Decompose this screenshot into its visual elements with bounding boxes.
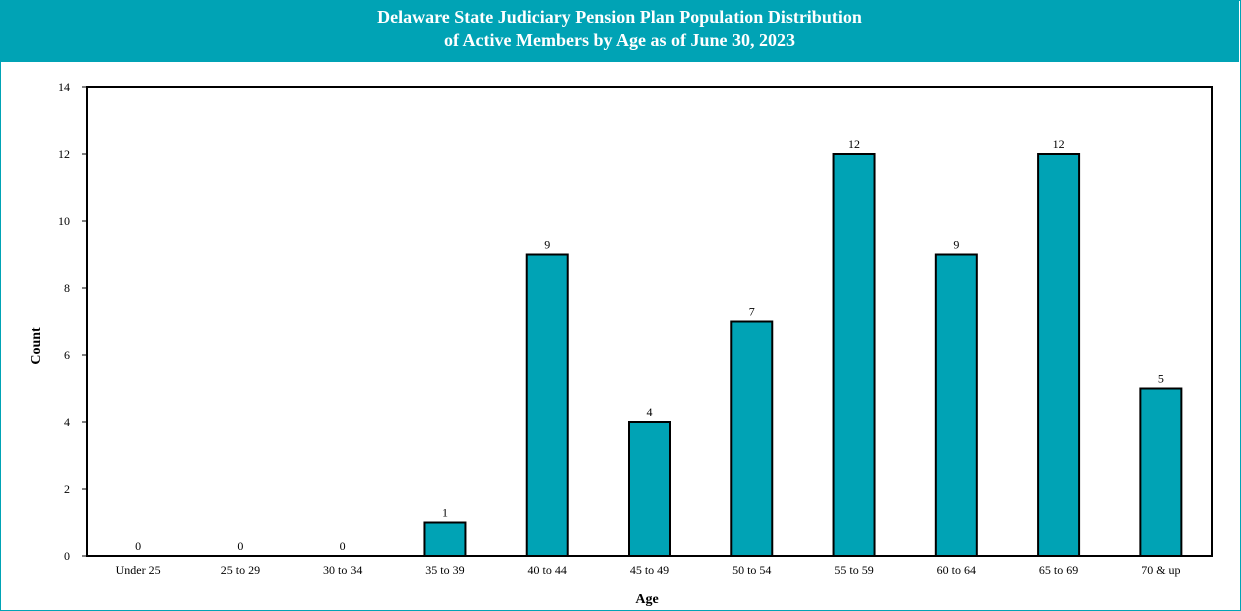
y-tick-label: 12 (58, 147, 70, 161)
y-tick-label: 8 (64, 281, 70, 295)
bar-value-label: 7 (749, 305, 755, 319)
x-tick-label: 65 to 69 (1039, 563, 1078, 577)
y-tick-label: 6 (64, 348, 70, 362)
bar-value-label: 4 (647, 405, 653, 419)
bar-value-label: 12 (1053, 137, 1065, 151)
y-tick-label: 14 (58, 80, 70, 94)
y-tick-label: 2 (64, 482, 70, 496)
x-tick-label: 35 to 39 (425, 563, 464, 577)
bar (1139, 387, 1183, 557)
bar (628, 421, 671, 557)
x-tick-label: 70 & up (1141, 563, 1180, 577)
bar-value-label: 9 (544, 238, 550, 252)
x-axis-title: Age (635, 592, 658, 607)
bar (730, 320, 774, 557)
bar (1037, 153, 1081, 557)
bar (934, 253, 978, 557)
y-tick-label: 4 (64, 415, 70, 429)
y-tick-label: 0 (64, 549, 70, 563)
bar-value-label: 5 (1158, 372, 1164, 386)
chart-title-line-1: Delaware State Judiciary Pension Plan Po… (377, 7, 862, 27)
y-axis-title: Count (29, 327, 44, 365)
x-tick-label: 55 to 59 (834, 563, 873, 577)
y-tick-label: 10 (58, 214, 70, 228)
x-tick-label: 30 to 34 (323, 563, 362, 577)
bar-value-label: 0 (237, 539, 243, 553)
bar-value-label: 1 (442, 506, 448, 520)
x-tick-label: 60 to 64 (937, 563, 976, 577)
bar (423, 521, 467, 557)
x-tick-label: Under 25 (116, 563, 161, 577)
x-tick-label: 50 to 54 (732, 563, 771, 577)
x-tick-label: 40 to 44 (528, 563, 567, 577)
chart-title-banner: Delaware State Judiciary Pension Plan Po… (0, 0, 1239, 62)
bars (423, 153, 1183, 557)
bar-value-label: 9 (953, 238, 959, 252)
chart-title-line-2: of Active Members by Age as of June 30, … (444, 30, 795, 50)
bar-value-label: 0 (340, 539, 346, 553)
bar (525, 253, 569, 557)
x-axis: Under 25 25 to 29 30 to 34 35 to 39 40 to 44… (116, 563, 1181, 577)
y-axis: 0 2 4 6 8 10 12 14 (58, 80, 87, 563)
bar (832, 153, 876, 557)
x-tick-label: 25 to 29 (221, 563, 260, 577)
x-tick-label: 45 to 49 (630, 563, 669, 577)
bar-value-label: 12 (848, 137, 860, 151)
bar-value-label: 0 (135, 539, 141, 553)
data-labels: 0 0 0 1 9 4 7 12 9 12 5 (135, 137, 1164, 553)
